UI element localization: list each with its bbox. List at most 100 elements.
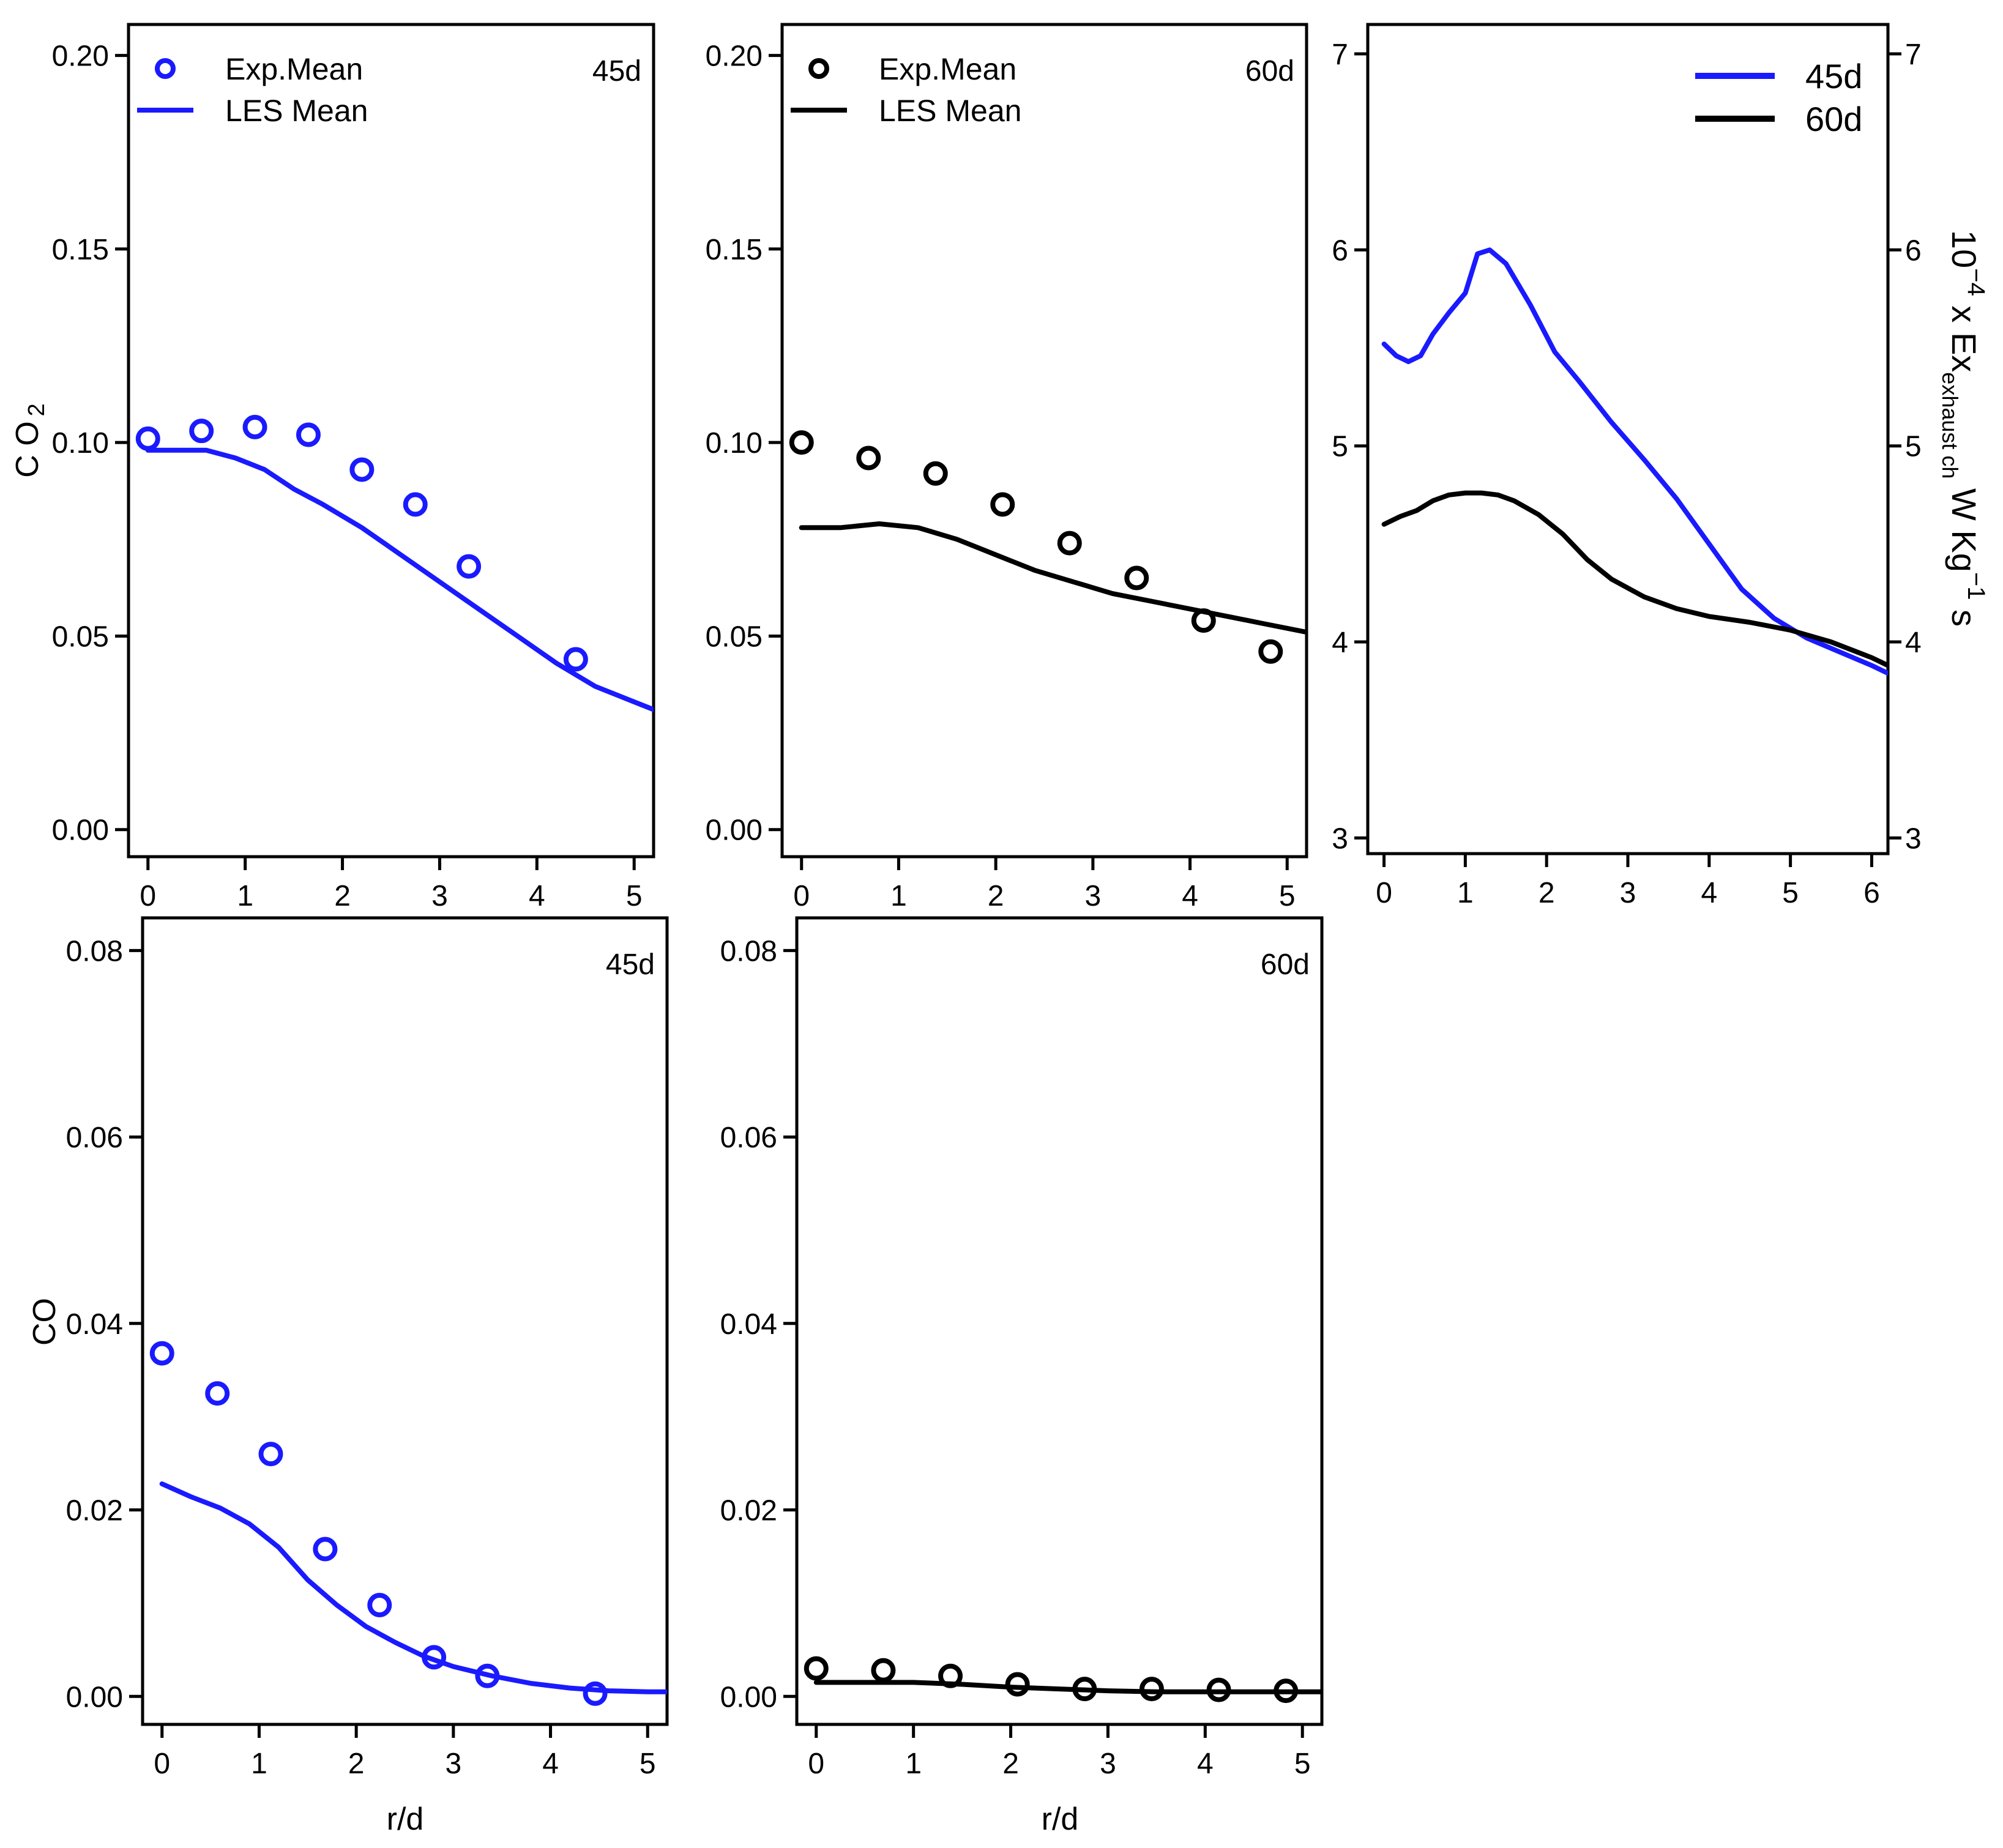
panel-tag: 45d xyxy=(606,948,655,981)
data-point xyxy=(804,1656,829,1681)
data-point xyxy=(789,430,814,455)
data-point xyxy=(205,1381,230,1406)
x-tick-label: 4 xyxy=(542,1748,559,1780)
data-point xyxy=(242,414,267,439)
y-tick-label: 0.00 xyxy=(720,1681,777,1713)
legend-marker-exp xyxy=(155,58,176,79)
plot-frame xyxy=(141,916,669,1726)
data-point xyxy=(367,1592,392,1617)
x-tick-label: 3 xyxy=(1100,1748,1116,1780)
data-point xyxy=(189,419,214,444)
y-tick-label: 0.02 xyxy=(720,1495,777,1527)
y-tick-label: 0.08 xyxy=(66,935,123,967)
data-point xyxy=(583,1681,608,1706)
legend-label-les: LES Mean xyxy=(225,94,368,128)
data-point xyxy=(923,461,948,486)
data-point xyxy=(1124,565,1149,591)
x-tick-label: 2 xyxy=(348,1748,365,1780)
data-point xyxy=(457,554,482,579)
x-tick-label: 5 xyxy=(1294,1748,1311,1780)
x-tick-label: 5 xyxy=(1782,877,1799,909)
legend-marker-exp xyxy=(808,58,829,79)
x-tick-label: 3 xyxy=(446,1748,462,1780)
x-tick-label: 2 xyxy=(988,880,1004,912)
y-tick-label-right: 4 xyxy=(1905,627,1922,659)
x-axis-title: r/d xyxy=(1042,1801,1079,1837)
y-tick-label-right: 5 xyxy=(1905,431,1922,463)
y-tick-label-right: 6 xyxy=(1905,234,1922,267)
y-tick-label: 0.05 xyxy=(52,620,109,653)
panel-tag: 60d xyxy=(1261,948,1310,981)
series-line-les-mean xyxy=(159,1481,667,1694)
x-tick-label: 2 xyxy=(1539,877,1555,909)
y-tick-label: 0.00 xyxy=(706,814,763,847)
legend-label-60d: 60d xyxy=(1805,100,1862,138)
y-title-unit: W Kg xyxy=(1945,479,1983,572)
y-title-sub: exhaust ch xyxy=(1938,372,1963,479)
panel-tag: 45d xyxy=(592,55,641,88)
data-point xyxy=(1005,1672,1030,1697)
x-tick-label: 4 xyxy=(1197,1748,1214,1780)
x-tick-label: 0 xyxy=(808,1748,824,1780)
y-title-base: 10 xyxy=(1945,230,1983,268)
y-title-unit-exp: −1 xyxy=(1963,572,1990,600)
y-tick-label: 0.20 xyxy=(706,40,763,73)
x-tick-label: 0 xyxy=(154,1748,170,1780)
x-tick-label: 2 xyxy=(334,880,351,912)
y-title-tail: s xyxy=(1945,600,1983,627)
data-point xyxy=(1057,531,1082,556)
y-tick-label: 0.04 xyxy=(720,1308,777,1341)
y-tick-label: 0.10 xyxy=(706,427,763,460)
data-point xyxy=(149,1341,174,1366)
plot-area xyxy=(149,1341,667,1706)
x-tick-label: 4 xyxy=(1701,877,1717,909)
y-tick-label: 0.06 xyxy=(66,1122,123,1154)
x-tick-label: 1 xyxy=(890,880,907,912)
chart-exergy: 0 1 2 3 4 5 63 34 45 56 67 710−4 x Exexhaust ch W K… xyxy=(1332,23,1990,909)
y-tick-label: 0.06 xyxy=(720,1122,777,1154)
y-tick-label: 0.00 xyxy=(66,1681,123,1713)
x-tick-label: 0 xyxy=(793,880,810,912)
data-point xyxy=(856,445,881,471)
x-tick-label: 6 xyxy=(1863,877,1880,909)
x-tick-label: 3 xyxy=(1085,880,1102,912)
y-tick-label-right: 3 xyxy=(1905,822,1922,855)
chart-co2-60d: 0 1 2 3 4 5 0.00 0.05 0.10 0.15 0.20 60d Exp.Mean LES… xyxy=(706,23,1308,912)
series-line-les-mean xyxy=(145,447,654,712)
y-tick-label: 0.04 xyxy=(66,1308,123,1341)
x-axis-title: r/d xyxy=(387,1801,424,1837)
y-tick-label: 0.15 xyxy=(706,234,763,266)
y-axis-title-main: C O xyxy=(10,421,45,477)
y-tick-label: 7 xyxy=(1332,39,1348,71)
plot-area xyxy=(789,430,1307,664)
y-tick-label: 3 xyxy=(1332,822,1348,855)
y-axis-title-right: 10−4 x Exexhaust ch W Kg−1 s xyxy=(1938,230,1990,627)
legend-label-exp: Exp.Mean xyxy=(225,52,363,86)
legend-label-exp: Exp.Mean xyxy=(879,52,1016,86)
data-point xyxy=(1258,639,1283,664)
plot-frame xyxy=(127,23,655,859)
plot-frame xyxy=(795,916,1324,1726)
chart-co-45d: 0 1 2 3 4 5 0.00 0.02 0.04 0.06 0.08 45d CO r/d xyxy=(27,916,669,1837)
series-line-les-mean xyxy=(799,521,1307,635)
x-tick-label: 1 xyxy=(1457,877,1474,909)
chart-co-60d: 0 1 2 3 4 5 0.00 0.02 0.04 0.06 0.08 60d r/d xyxy=(720,916,1324,1837)
series-line-45d xyxy=(1381,247,1888,676)
plot-area xyxy=(1381,247,1888,676)
data-point xyxy=(258,1442,283,1467)
y-tick-label: 4 xyxy=(1332,627,1348,659)
plot-frame xyxy=(780,23,1308,859)
y-tick-label: 0.20 xyxy=(52,40,109,73)
data-point xyxy=(403,492,428,517)
data-point xyxy=(313,1537,338,1562)
x-tick-label: 1 xyxy=(237,880,253,912)
y-title-exp: −4 xyxy=(1963,268,1990,296)
x-tick-label: 1 xyxy=(251,1748,267,1780)
x-tick-label: 5 xyxy=(640,1748,656,1780)
data-point xyxy=(349,457,375,482)
legend-label-45d: 45d xyxy=(1805,57,1862,95)
x-tick-label: 4 xyxy=(1182,880,1198,912)
y-tick-label: 0.05 xyxy=(706,620,763,653)
